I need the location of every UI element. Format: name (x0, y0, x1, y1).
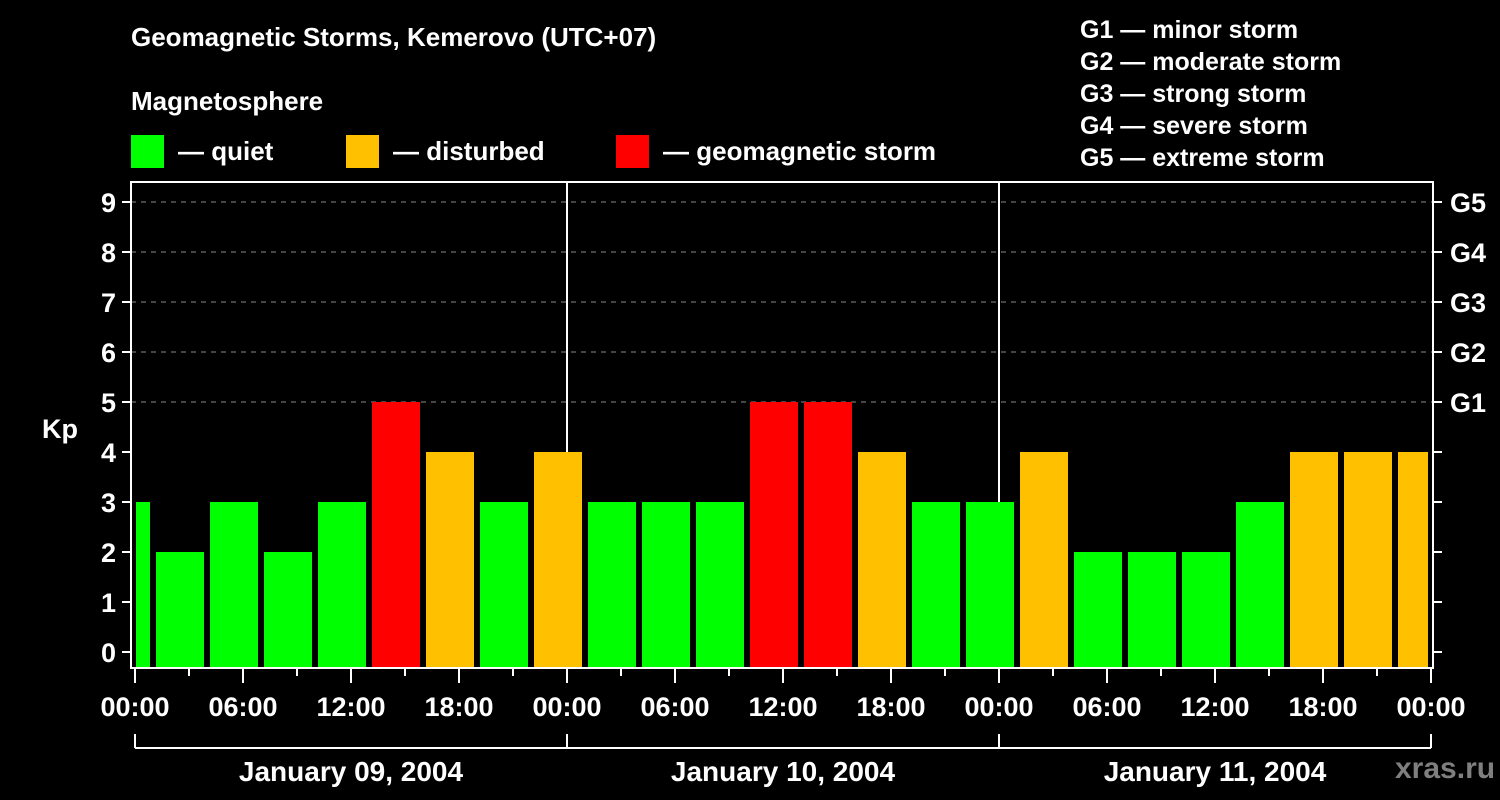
y-tick-label: 1 (101, 588, 116, 618)
g-scale-legend: G1 — minor storm G2 — moderate storm G3 … (1080, 14, 1341, 174)
day-label: January 09, 2004 (239, 756, 464, 787)
watermark: xras.ru (1395, 752, 1496, 785)
y-tick-label: 6 (101, 338, 116, 368)
kp-bar (1236, 502, 1284, 668)
kp-bar (858, 452, 906, 668)
kp-bar (966, 502, 1014, 668)
y-axis-label: Kp (42, 414, 78, 444)
kp-bar (588, 502, 636, 668)
legend-label-storm: — geomagnetic storm (663, 135, 937, 166)
legend-swatch-storm (616, 134, 649, 168)
x-tick-label: 18:00 (856, 692, 925, 722)
g-level-label: G5 (1450, 188, 1486, 218)
x-tick-label: 12:00 (1180, 692, 1249, 722)
x-tick-label: 12:00 (748, 692, 817, 722)
x-tick-label: 12:00 (316, 692, 385, 722)
day-label: January 11, 2004 (1104, 756, 1327, 787)
y-tick-label: 0 (101, 638, 116, 668)
kp-bar (534, 452, 582, 668)
legend-storm: — geomagnetic storm (616, 134, 936, 168)
g-legend-g3: G3 — strong storm (1080, 80, 1307, 108)
g-level-label: G1 (1450, 388, 1486, 418)
chart-title: Geomagnetic Storms, Kemerovo (UTC+07) (131, 22, 657, 52)
x-tick-label: 06:00 (640, 692, 709, 722)
kp-bar (318, 502, 366, 668)
kp-bar (1182, 552, 1230, 668)
legend-disturbed: — disturbed (346, 134, 545, 168)
kp-bar (912, 502, 960, 668)
x-tick-label: 18:00 (1288, 692, 1357, 722)
kp-bar (372, 402, 420, 668)
chart-subtitle: Magnetosphere (131, 86, 324, 116)
legend-swatch-quiet (131, 134, 164, 168)
y-tick-label: 9 (101, 188, 116, 218)
g-level-label: G2 (1450, 338, 1486, 368)
kp-bar (210, 502, 258, 668)
day-label: January 10, 2004 (671, 756, 896, 787)
y-tick-label: 3 (101, 488, 116, 518)
kp-bar (696, 502, 744, 668)
y-tick-label: 8 (101, 238, 116, 268)
kp-bar (156, 552, 204, 668)
kp-bar (1290, 452, 1338, 668)
g-level-label: G4 (1450, 238, 1486, 268)
kp-bar (804, 402, 852, 668)
x-tick-label: 06:00 (208, 692, 277, 722)
y-tick-label: 7 (101, 288, 116, 318)
legend-quiet: — quiet (131, 134, 273, 168)
x-tick-label: 00:00 (100, 692, 169, 722)
kp-bar (1398, 452, 1428, 668)
g-legend-g2: G2 — moderate storm (1080, 48, 1342, 76)
y-tick-label: 4 (101, 438, 116, 468)
kp-bar (264, 552, 312, 668)
kp-bar (426, 452, 474, 668)
kp-bar (1020, 452, 1068, 668)
kp-bar (1074, 552, 1122, 668)
g-level-label: G3 (1450, 288, 1486, 318)
legend-label-disturbed: — disturbed (393, 135, 545, 166)
kp-bar (642, 502, 690, 668)
kp-bar (1344, 452, 1392, 668)
y-tick-label: 2 (101, 538, 116, 568)
g-legend-g4: G4 — severe storm (1080, 112, 1308, 140)
x-tick-label: 18:00 (424, 692, 493, 722)
kp-bar (136, 502, 150, 668)
g-legend-g5: G5 — extreme storm (1080, 144, 1325, 172)
x-tick-label: 00:00 (964, 692, 1033, 722)
legend-label-quiet: — quiet (178, 135, 274, 166)
y-tick-label: 5 (101, 388, 116, 418)
kp-bar (1128, 552, 1176, 668)
legend-swatch-disturbed (346, 134, 379, 168)
kp-bar (480, 502, 528, 668)
kp-bar (750, 402, 798, 668)
x-tick-label: 00:00 (1396, 692, 1465, 722)
g-legend-g1: G1 — minor storm (1080, 16, 1299, 44)
x-tick-label: 00:00 (532, 692, 601, 722)
x-tick-label: 06:00 (1072, 692, 1141, 722)
